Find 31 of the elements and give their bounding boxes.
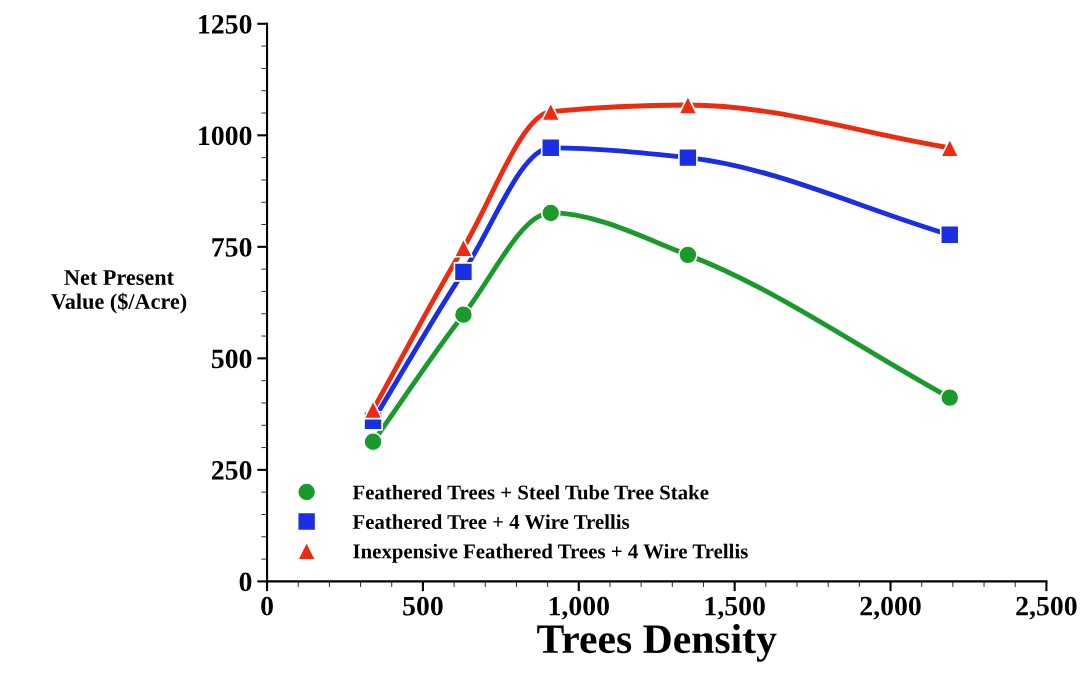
x-tick-label: 1,500	[705, 596, 765, 620]
y-tick-label: 1250	[199, 14, 252, 34]
point	[453, 304, 474, 325]
x-tick-label: 1,000	[549, 596, 609, 620]
y-tick-label: 500	[211, 349, 252, 369]
point	[363, 431, 383, 452]
legend-label: Inexpensive Feathered Trees + 4 Wire Trellis	[353, 543, 748, 563]
x-tick-label: 500	[403, 596, 443, 616]
point	[939, 224, 960, 245]
y-tick-label: 1000	[199, 126, 252, 146]
point	[540, 101, 561, 122]
point	[939, 137, 960, 158]
y-tick-label: 0	[239, 572, 252, 592]
x-tick-label: 2,000	[860, 596, 921, 620]
point	[678, 245, 698, 265]
point	[453, 261, 474, 282]
x-tick-label: 0	[261, 596, 273, 616]
point	[678, 147, 698, 168]
y-axis-title: Net Present Value ($/Acre)	[51, 270, 187, 314]
point	[363, 399, 383, 420]
legend-label: Feathered Tree + 4 Wire Trellis	[352, 514, 630, 530]
point	[540, 137, 561, 158]
point	[540, 203, 561, 223]
legend-label: Feathered Trees + Steel Tube Tree Stake	[352, 484, 709, 500]
point	[939, 387, 960, 408]
x-axis-title: Trees Density	[537, 623, 777, 662]
x-tick-label: 2,500	[1016, 596, 1077, 620]
point	[453, 237, 474, 258]
point	[678, 95, 698, 115]
y-tick-label: 250	[211, 461, 252, 480]
y-tick-label: 750	[212, 238, 252, 257]
